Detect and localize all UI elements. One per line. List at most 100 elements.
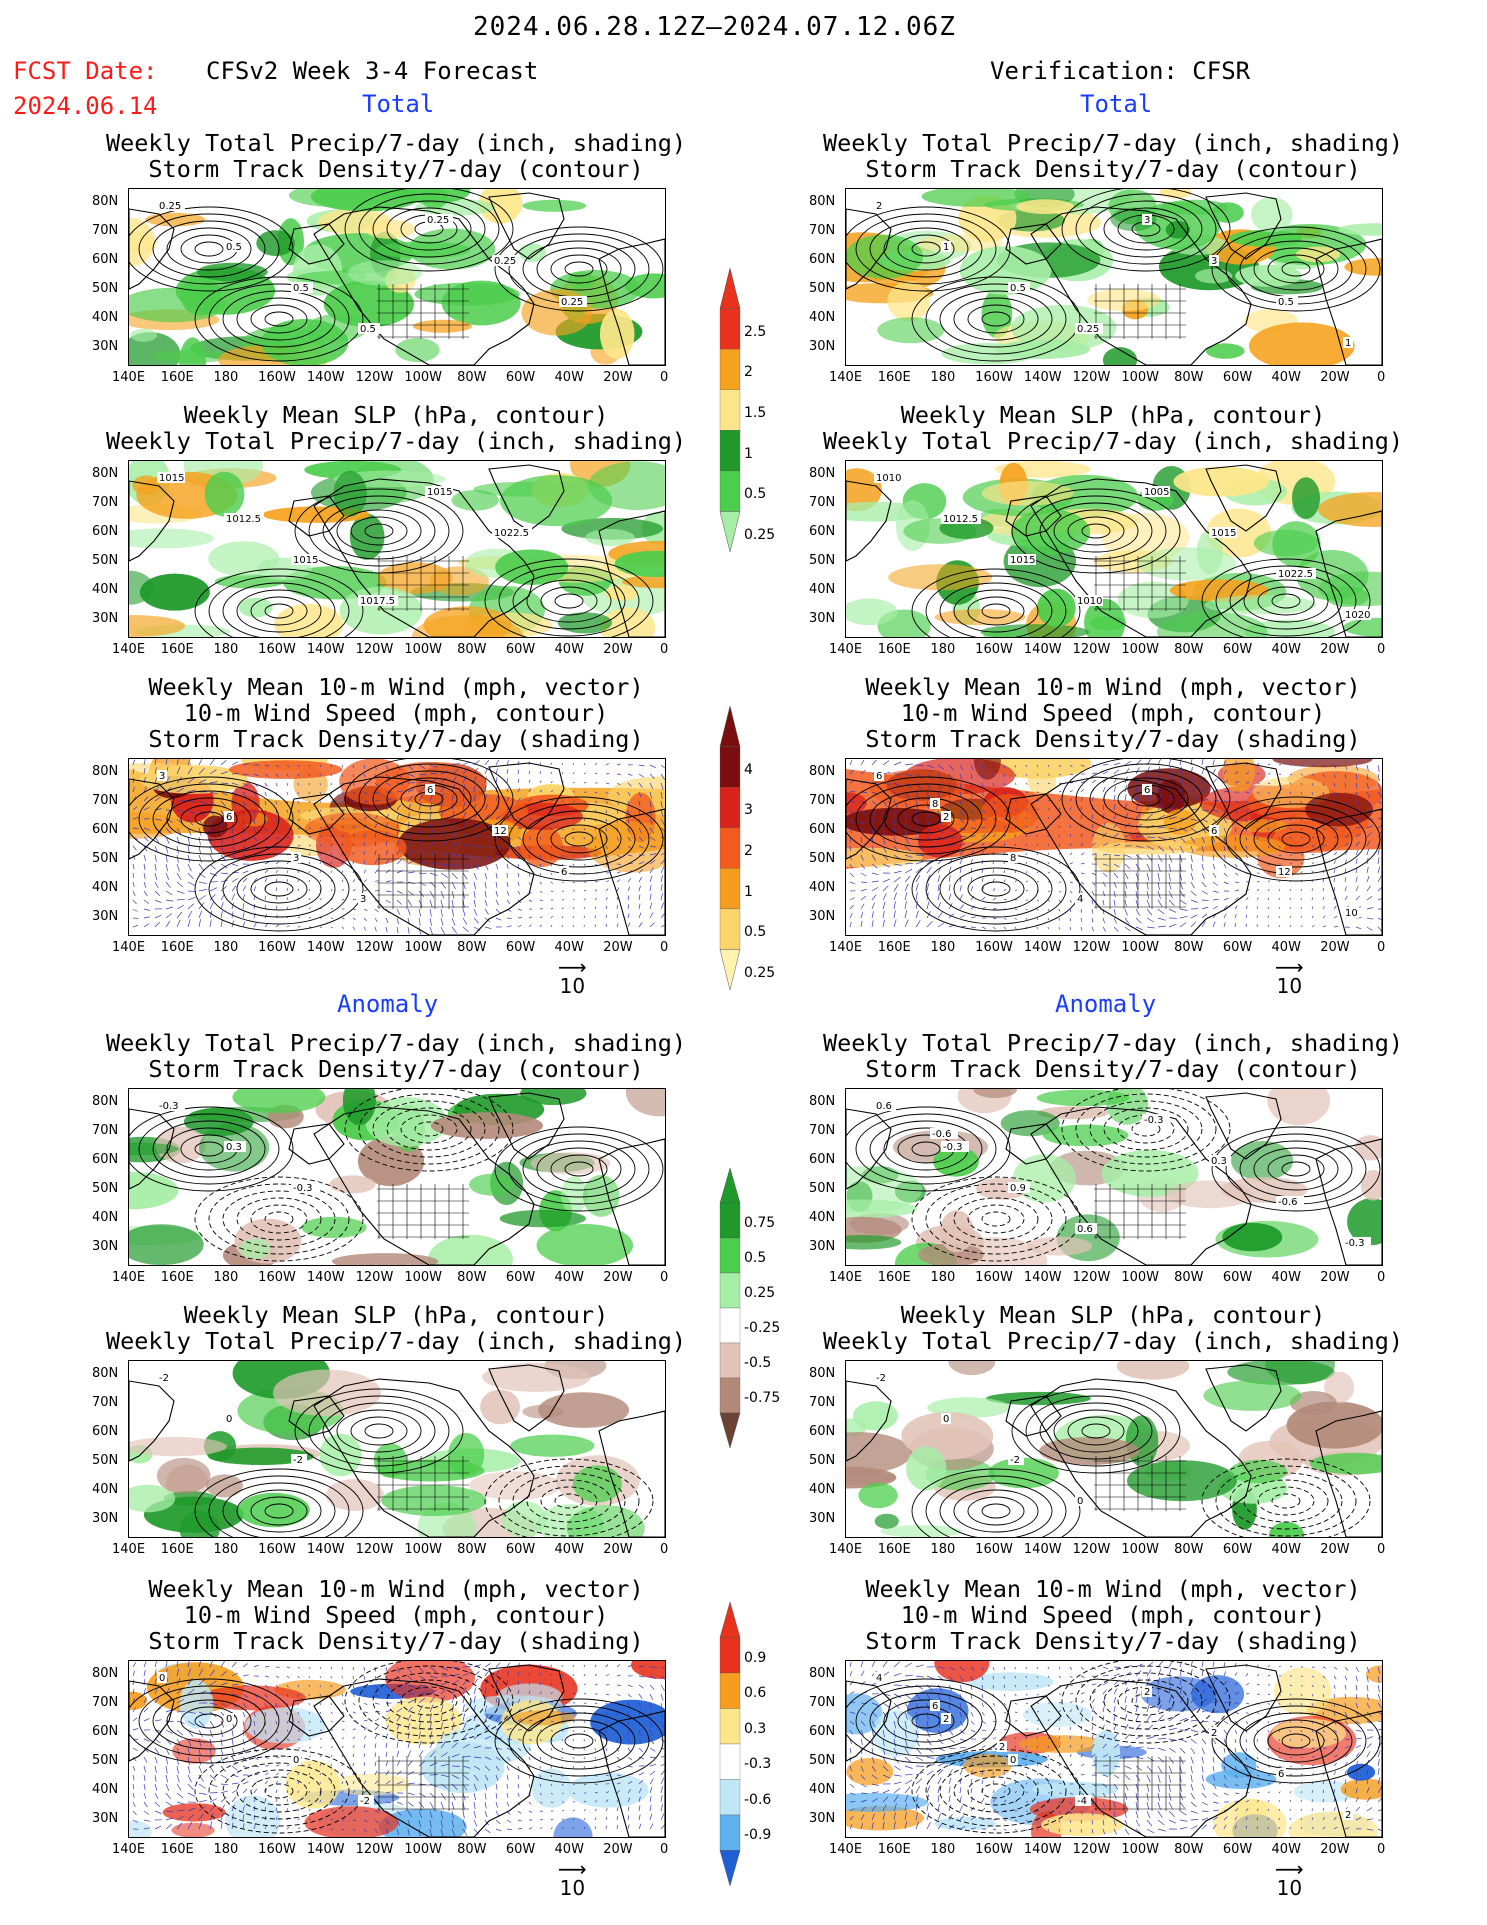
wind-vector	[187, 903, 195, 910]
shading-blob	[538, 1392, 630, 1428]
wind-vector	[407, 1732, 410, 1740]
wind-vector	[1080, 1700, 1084, 1704]
panel-title-l6-line2: 10-m Wind Speed (mph, contour)	[183, 1601, 609, 1629]
contour-label: 1012.5	[226, 514, 261, 525]
wind-vector	[1377, 1750, 1381, 1758]
contour-label-bg	[291, 1454, 307, 1465]
wind-vector	[154, 921, 160, 928]
wind-vector	[297, 1808, 300, 1812]
lon-tick-label: 20W	[603, 940, 633, 955]
wind-vector	[495, 777, 498, 784]
wind-vector	[1091, 908, 1094, 914]
wind-vector	[220, 1671, 227, 1677]
wind-vector	[264, 1666, 270, 1668]
wind-vector	[132, 1688, 135, 1695]
wind-vector	[1322, 1807, 1325, 1812]
wind-vector	[871, 887, 878, 892]
wind-vector	[242, 894, 245, 901]
wind-vector	[363, 791, 368, 795]
wind-vector	[871, 1711, 878, 1717]
wind-vector	[893, 1720, 897, 1729]
wind-vector	[915, 1756, 924, 1761]
wind-vector	[341, 1745, 344, 1749]
wind-vector	[286, 818, 289, 822]
wind-vector	[660, 782, 664, 790]
wind-vector	[1267, 1791, 1271, 1794]
contour-label-bg	[1343, 907, 1359, 918]
wind-vector	[1289, 836, 1292, 839]
wind-vector	[462, 1819, 466, 1828]
wind-vector	[352, 1745, 355, 1749]
wind-vector	[992, 1808, 997, 1812]
wind-vector	[616, 836, 619, 841]
shading-blob	[846, 1792, 928, 1812]
wind-vector	[1311, 853, 1315, 856]
lat-tick-label: 50N	[92, 281, 119, 296]
lat-tick-label: 70N	[92, 1395, 119, 1410]
wind-vector	[1267, 1720, 1269, 1724]
wind-vector	[352, 1693, 355, 1697]
wind-vector	[352, 1828, 356, 1832]
contour-line	[550, 824, 608, 854]
wind-vector	[440, 1688, 447, 1695]
contour-line	[911, 1141, 941, 1157]
wind-vector	[187, 1668, 191, 1677]
contour-line	[869, 1120, 983, 1178]
wind-vector	[231, 1672, 239, 1677]
wind-vector	[341, 1781, 344, 1785]
wind-vector	[605, 896, 608, 901]
contour-label: 0.25	[427, 215, 449, 226]
wind-vector	[1168, 1756, 1174, 1764]
wind-vector	[1058, 908, 1061, 912]
contour-label-bg	[358, 1795, 374, 1806]
wind-vector	[1223, 905, 1228, 910]
wind-vector	[882, 1774, 890, 1779]
contour-line	[222, 290, 336, 348]
wind-vector	[506, 1727, 512, 1731]
lon-tick-label: 120W	[1072, 1270, 1111, 1285]
wind-vector	[1344, 1797, 1347, 1803]
wind-vector	[1091, 1734, 1094, 1740]
wind-vector	[561, 1729, 564, 1732]
wind-vector	[1003, 764, 1005, 768]
contour-line	[1215, 565, 1357, 637]
wind-vector	[1080, 1666, 1084, 1670]
wind-vector	[1124, 899, 1127, 907]
lon-tick-label: 40W	[554, 642, 584, 657]
wind-vector	[231, 836, 235, 844]
wind-vector	[1311, 1808, 1313, 1812]
wind-vector	[264, 861, 269, 865]
wind-vector	[132, 1679, 135, 1686]
wind-vector	[253, 1747, 258, 1753]
wind-vector	[253, 809, 256, 816]
wind-vector	[363, 800, 368, 802]
wind-vector	[1157, 1783, 1160, 1792]
wind-vector	[660, 800, 663, 808]
wind-vector	[286, 1808, 289, 1812]
wind-vector	[1080, 1735, 1083, 1740]
wind-vector	[1366, 1675, 1369, 1683]
lon-tick-label: 140W	[1023, 1542, 1062, 1557]
wind-vector	[1157, 881, 1160, 890]
wind-vector	[1190, 1729, 1198, 1733]
wind-vector	[1168, 1747, 1176, 1753]
wind-vector	[396, 1715, 401, 1722]
wind-vector	[1025, 834, 1027, 838]
wind-vector	[915, 854, 924, 856]
wind-vector	[473, 1756, 482, 1759]
wind-vector	[594, 1783, 598, 1785]
contour-label: -0.6	[932, 1129, 952, 1140]
wind-vector	[1234, 863, 1238, 868]
wind-vector	[1212, 863, 1216, 870]
wind-vector	[506, 816, 512, 820]
lon-tick-label: 80W	[1174, 1270, 1204, 1285]
wind-vector	[926, 818, 930, 827]
wind-vector	[1003, 800, 1007, 803]
wind-vector	[484, 759, 490, 766]
contour-line	[967, 1204, 1025, 1234]
wind-vector	[231, 885, 237, 892]
shading-blob	[1164, 809, 1196, 835]
wind-vector	[330, 1737, 334, 1740]
wind-vector	[165, 759, 168, 766]
wind-vector	[1179, 1661, 1183, 1668]
